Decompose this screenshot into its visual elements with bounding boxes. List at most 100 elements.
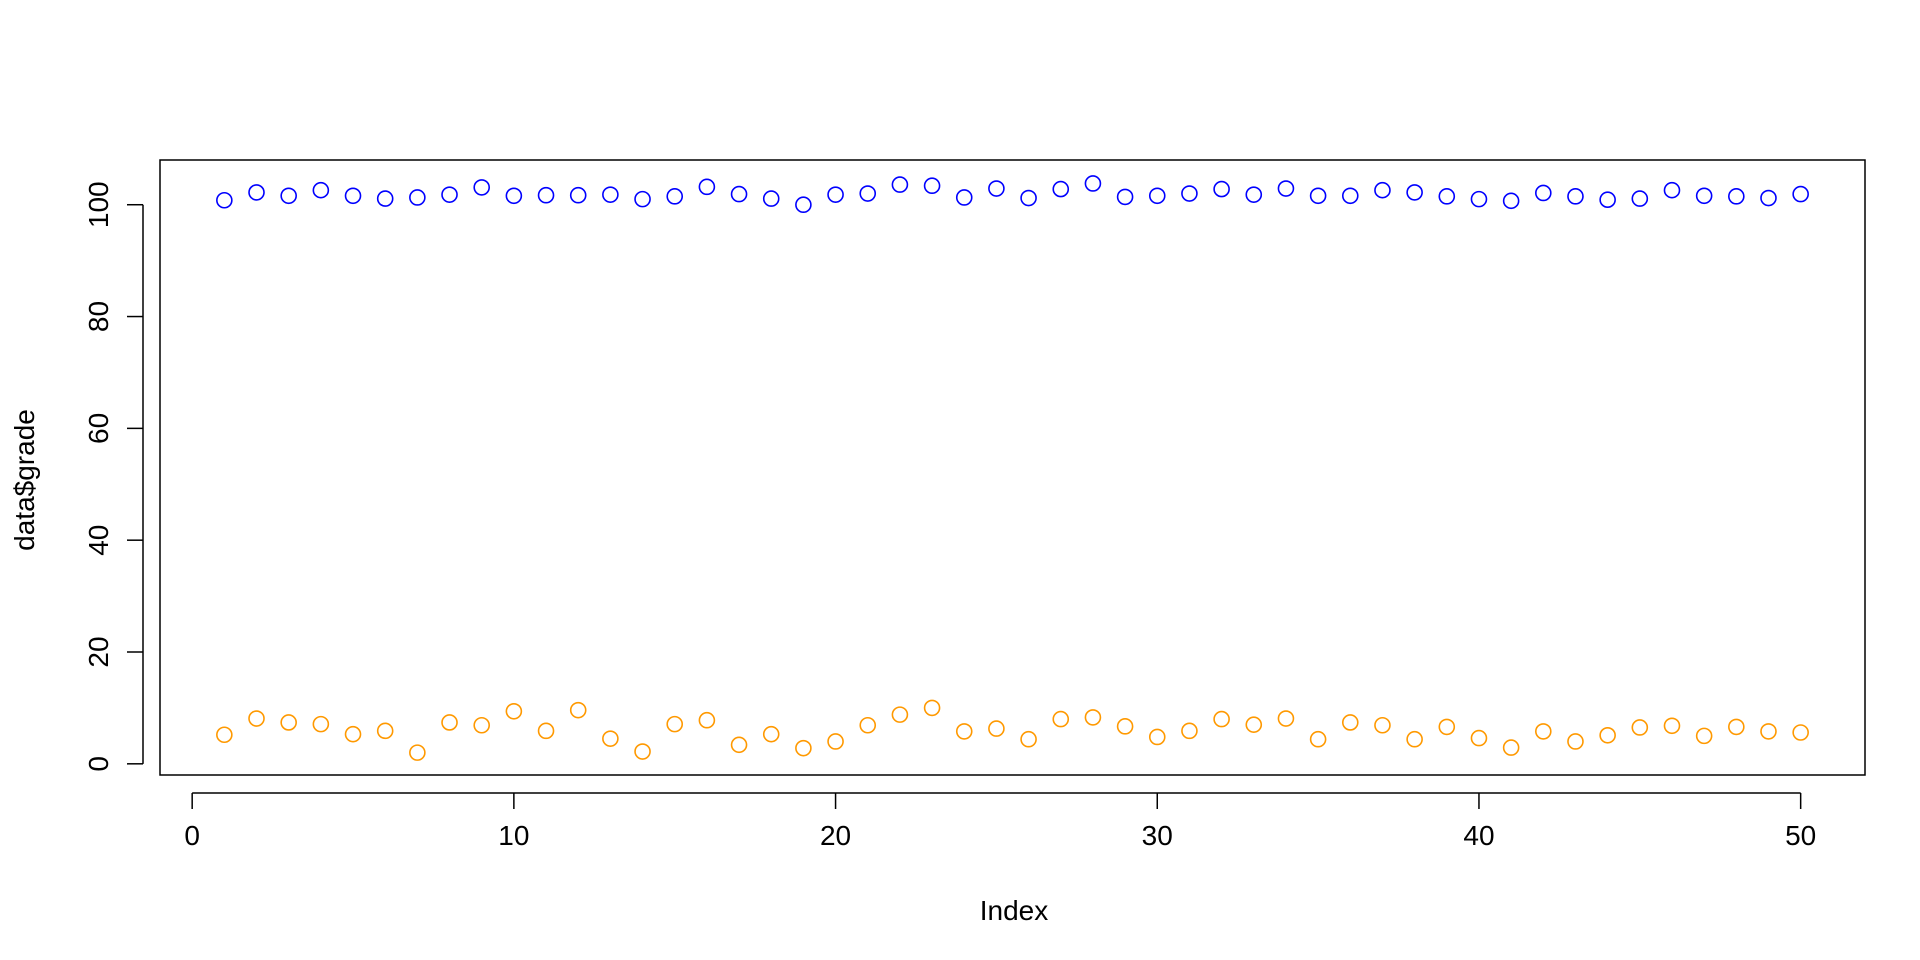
- data-point: [1052, 710, 1070, 728]
- data-point: [280, 714, 297, 731]
- data-point: [1084, 175, 1102, 192]
- data-point: [1181, 722, 1198, 740]
- data-point: [988, 720, 1005, 737]
- data-point: [505, 187, 523, 205]
- data-point: [280, 187, 297, 205]
- data-point: [376, 722, 394, 740]
- data-point: [955, 723, 973, 740]
- data-point: [1213, 180, 1230, 198]
- data-point: [569, 186, 587, 204]
- data-point: [1245, 716, 1263, 733]
- data-point: [1116, 188, 1134, 206]
- data-point: [1438, 188, 1456, 205]
- data-point: [891, 706, 909, 723]
- x-tick-label: 20: [820, 820, 851, 851]
- y-tick-label: 0: [83, 756, 114, 772]
- data-point: [1374, 716, 1391, 734]
- data-point: [1406, 184, 1423, 201]
- data-point: [1148, 187, 1166, 205]
- x-tick-label: 10: [498, 820, 529, 851]
- data-point: [1792, 724, 1809, 741]
- data-point: [473, 716, 490, 734]
- data-point: [730, 736, 748, 754]
- data-point: [1309, 730, 1327, 748]
- data-point: [1052, 180, 1070, 198]
- data-point: [1567, 188, 1584, 205]
- data-point: [602, 730, 619, 747]
- x-tick-label: 50: [1785, 820, 1816, 851]
- data-point: [698, 711, 716, 729]
- x-axis-label: Index: [980, 895, 1049, 926]
- data-point: [666, 188, 684, 205]
- data-point: [795, 739, 812, 757]
- data-point: [1663, 181, 1681, 199]
- data-point: [1760, 723, 1777, 740]
- data-point: [409, 189, 426, 206]
- data-point: [666, 715, 684, 733]
- data-point: [1341, 187, 1359, 205]
- data-point: [537, 186, 555, 204]
- data-point: [1502, 739, 1520, 756]
- data-point: [1470, 729, 1488, 747]
- y-axis-label: data$grade: [9, 409, 40, 551]
- data-point: [1695, 187, 1713, 205]
- data-point: [312, 715, 330, 733]
- data-point: [216, 191, 233, 209]
- data-point: [988, 180, 1005, 197]
- data-point: [569, 701, 587, 719]
- data-point: [248, 184, 265, 201]
- data-point: [409, 744, 426, 761]
- data-point: [730, 185, 748, 203]
- data-point: [1020, 730, 1037, 748]
- data-point: [634, 190, 651, 208]
- data-point: [1277, 710, 1295, 727]
- data-point: [1277, 180, 1295, 197]
- data-point: [1599, 191, 1616, 208]
- data-point: [1663, 717, 1681, 735]
- y-tick-label: 80: [83, 301, 114, 332]
- y-tick-label: 100: [83, 181, 114, 228]
- x-tick-label: 30: [1142, 820, 1173, 851]
- data-point: [602, 186, 619, 203]
- data-point: [923, 177, 941, 195]
- x-tick-label: 0: [184, 820, 200, 851]
- y-tick-label: 40: [83, 525, 114, 556]
- data-point: [634, 743, 651, 760]
- data-point: [248, 710, 265, 727]
- points-layer: [216, 175, 1809, 761]
- data-point: [762, 725, 780, 743]
- data-point: [1470, 190, 1488, 208]
- data-point: [859, 716, 877, 734]
- data-point: [1341, 714, 1359, 731]
- data-point: [1084, 709, 1102, 726]
- data-point: [376, 190, 394, 207]
- data-point: [1116, 718, 1134, 735]
- data-point: [1020, 189, 1037, 207]
- data-point: [441, 714, 458, 731]
- x-tick-label: 40: [1463, 820, 1494, 851]
- data-point: [859, 185, 877, 202]
- data-point: [441, 186, 458, 203]
- data-point: [1181, 185, 1198, 202]
- data-point: [1438, 718, 1456, 736]
- data-point: [1148, 728, 1166, 746]
- data-point: [698, 178, 716, 196]
- y-tick-label: 60: [83, 413, 114, 444]
- data-point: [1631, 719, 1649, 736]
- data-point: [1406, 730, 1423, 748]
- data-point: [1213, 710, 1230, 728]
- data-point: [1760, 189, 1777, 207]
- data-point: [1567, 733, 1584, 750]
- data-point: [312, 181, 330, 199]
- data-point: [1502, 192, 1520, 210]
- data-point: [1728, 188, 1745, 205]
- data-point: [795, 196, 812, 214]
- data-point: [537, 722, 555, 740]
- data-point: [891, 176, 909, 193]
- data-point: [1535, 723, 1552, 740]
- data-point: [1535, 184, 1552, 202]
- data-point: [344, 725, 362, 743]
- data-point: [762, 190, 780, 207]
- data-point: [1792, 185, 1809, 203]
